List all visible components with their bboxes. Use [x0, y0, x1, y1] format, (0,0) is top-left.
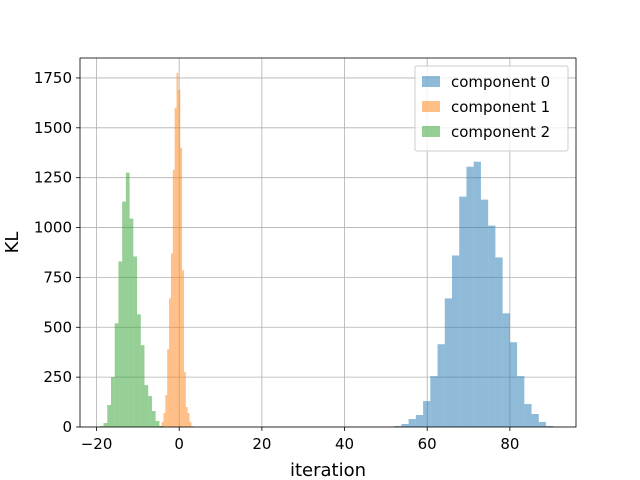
histogram-bar-component-1 — [189, 422, 192, 427]
plot-frame — [79, 57, 577, 428]
histogram-bar-component-1 — [174, 107, 177, 427]
histogram-bar-component-2 — [122, 201, 126, 427]
histogram-bar-component-1 — [187, 413, 190, 427]
histogram-bar-component-1 — [165, 395, 168, 427]
histogram-bar-component-0 — [423, 401, 431, 427]
x-tick-label: 40 — [335, 435, 354, 453]
x-tick-label: 0 — [174, 435, 184, 453]
bars — [99, 72, 554, 428]
histogram-bar-component-2 — [159, 426, 164, 427]
histogram-bar-component-1 — [185, 407, 188, 427]
histogram-bar-component-1 — [163, 413, 166, 427]
histogram-bar-component-0 — [509, 342, 518, 427]
histogram-bar-component-0 — [401, 424, 409, 427]
x-tick-label: −20 — [81, 435, 113, 453]
histogram-bar-component-0 — [538, 422, 547, 427]
legend-swatch — [422, 126, 440, 137]
histogram-bar-component-2 — [137, 314, 141, 427]
histogram-bar-component-2 — [144, 385, 149, 427]
y-axis-label: KL — [2, 232, 23, 254]
histogram-bar-component-2 — [103, 423, 108, 427]
x-axis-label: iteration — [290, 460, 366, 480]
x-tick-label: 20 — [252, 435, 271, 453]
y-tick-label: 1250 — [34, 169, 72, 187]
histogram-bar-component-0 — [531, 414, 539, 427]
histogram-bar-component-0 — [430, 376, 438, 427]
histogram-bar-component-2 — [107, 405, 111, 427]
y-tick-label: 1750 — [34, 69, 72, 87]
ticks: −20 0 20 40 60 80 0 250 500 750 1000 1250 1500 1750 — [34, 69, 520, 453]
histogram-bar-component-0 — [415, 415, 424, 427]
histogram-bar-component-0 — [524, 404, 532, 427]
y-tick-label: 0 — [62, 418, 72, 436]
legend-label: component 0 — [451, 73, 550, 91]
histogram-bar-component-0 — [480, 199, 489, 427]
histogram-bar-component-1 — [183, 372, 186, 427]
legend-swatch — [422, 76, 440, 87]
histogram-bar-component-0 — [394, 426, 402, 427]
y-tick-label: 1500 — [34, 119, 72, 137]
histogram-bar-component-1 — [167, 349, 170, 427]
histogram-bar-component-2 — [99, 426, 104, 427]
histogram-bar-component-0 — [444, 298, 452, 427]
legend-box — [414, 65, 569, 152]
histogram-bar-component-0 — [437, 344, 445, 427]
histogram-bar-component-1 — [170, 253, 173, 427]
histogram-bar-component-2 — [151, 411, 156, 427]
histogram-bar-component-2 — [118, 261, 123, 427]
x-tick-label: 60 — [418, 435, 437, 453]
histogram-bar-component-1 — [169, 298, 171, 427]
legend-label: component 1 — [451, 98, 550, 116]
histogram-bar-component-2 — [148, 396, 152, 427]
histogram-bar-component-1 — [191, 426, 194, 427]
legend: component 0 component 1 component 2 — [414, 65, 569, 152]
histogram-bar-component-2 — [114, 323, 119, 427]
histogram-bar-component-1 — [176, 72, 179, 427]
histogram-bar-component-2 — [133, 256, 138, 427]
x-tick-label: 80 — [500, 435, 519, 453]
histogram-bar-component-2 — [129, 218, 134, 427]
y-tick-label: 250 — [43, 368, 72, 386]
histogram-bar-component-0 — [452, 255, 460, 427]
histogram-bar-component-0 — [473, 161, 481, 427]
histogram-bar-component-0 — [408, 419, 416, 427]
legend-swatch — [422, 101, 440, 112]
legend-label: component 2 — [451, 123, 550, 141]
y-tick-label: 1000 — [34, 219, 72, 237]
y-tick-label: 500 — [43, 318, 72, 336]
histogram-bar-component-0 — [517, 376, 525, 427]
histogram-bar-component-2 — [111, 377, 115, 427]
histogram-bar-component-1 — [178, 89, 181, 427]
histogram-bar-component-0 — [495, 257, 503, 427]
histogram-bar-component-0 — [466, 166, 474, 428]
histogram-bar-component-0 — [546, 426, 554, 427]
histogram-bar-component-1 — [172, 169, 175, 427]
histogram-bar-component-0 — [459, 196, 467, 427]
histogram-bar-component-2 — [140, 345, 145, 427]
histogram-bar-component-0 — [502, 313, 510, 427]
y-tick-label: 750 — [43, 268, 72, 286]
histogram-bar-component-0 — [488, 225, 496, 427]
histogram-bar-component-1 — [161, 422, 164, 427]
histogram-bar-component-1 — [182, 270, 184, 427]
histogram-bar-component-1 — [180, 147, 183, 427]
histogram-bar-component-2 — [155, 421, 160, 427]
histogram-bar-component-2 — [125, 172, 130, 427]
